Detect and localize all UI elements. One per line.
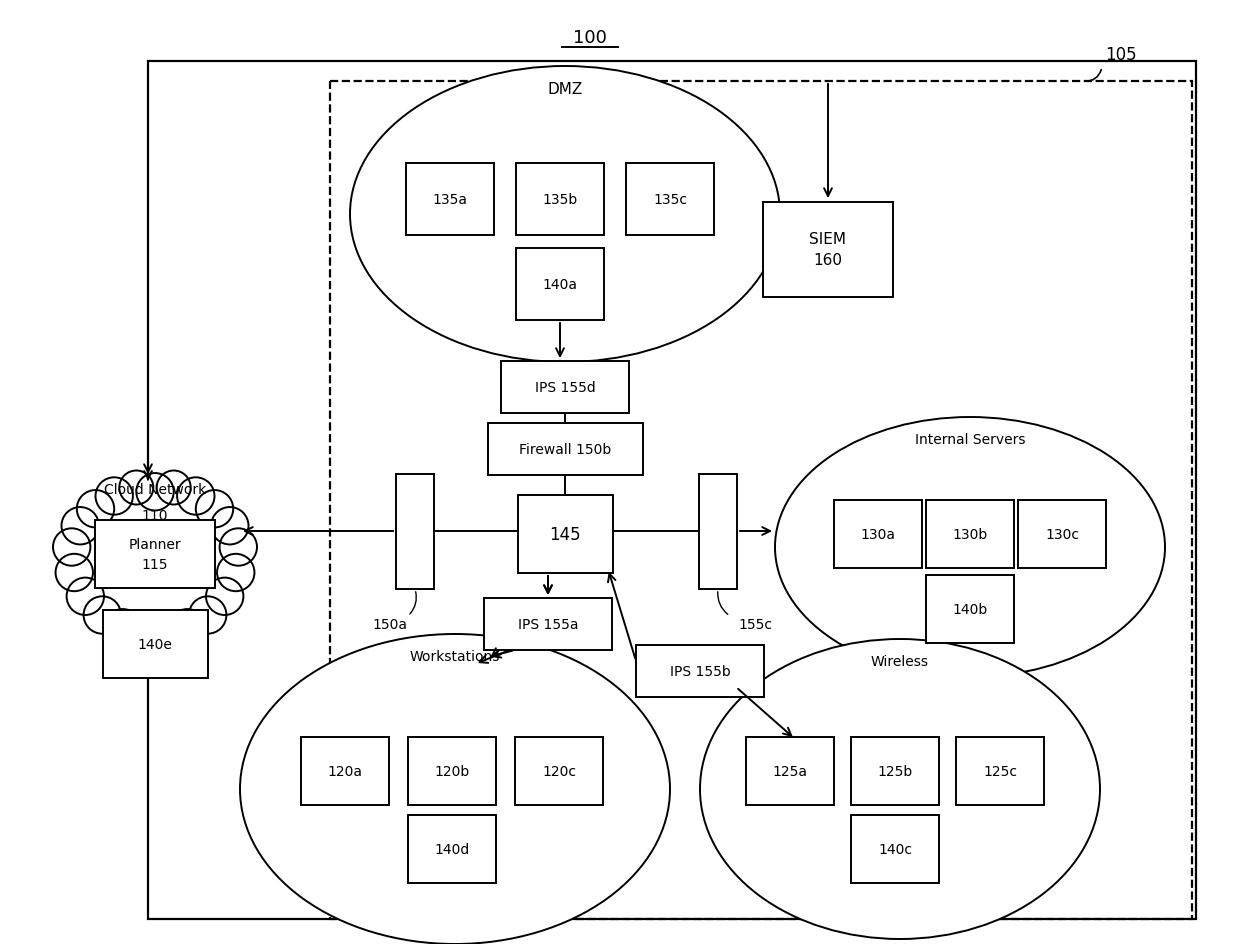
Text: 155c: 155c [738,617,773,632]
Text: Cloud Network: Cloud Network [104,482,206,497]
Bar [926,576,1014,643]
Bar [405,164,494,236]
Circle shape [156,471,191,505]
Circle shape [150,615,184,649]
Text: 140a: 140a [543,278,578,292]
Circle shape [211,508,248,545]
Text: Internal Servers: Internal Servers [915,432,1025,447]
Text: DMZ: DMZ [547,81,583,96]
Text: Workstations: Workstations [409,649,500,664]
Circle shape [219,529,257,566]
Text: 140b: 140b [952,602,987,616]
Text: 125c: 125c [983,765,1017,778]
Text: 135a: 135a [433,193,467,207]
Bar [636,646,764,698]
Circle shape [177,478,215,515]
Bar [484,598,613,650]
Bar [95,520,215,588]
Text: 110: 110 [141,509,169,522]
Text: 125b: 125b [878,765,913,778]
Text: 150a: 150a [372,617,408,632]
Circle shape [104,610,141,647]
Text: IPS 155d: IPS 155d [534,380,595,395]
Text: 130c: 130c [1045,528,1079,542]
Circle shape [188,597,227,634]
Bar [699,474,737,589]
Ellipse shape [701,639,1100,939]
Text: IPS 155b: IPS 155b [670,665,730,679]
Text: 130a: 130a [861,528,895,542]
Bar [926,500,1014,568]
Bar [835,500,923,568]
Ellipse shape [775,417,1166,677]
Circle shape [138,615,172,649]
Circle shape [77,491,114,528]
Bar [746,737,835,805]
Text: 140e: 140e [138,637,172,651]
Bar [408,815,496,883]
Text: 145: 145 [549,526,580,544]
Bar [301,737,389,805]
Bar [330,82,1192,919]
Bar [763,202,893,297]
Bar [501,362,629,413]
Circle shape [83,597,122,634]
Circle shape [126,615,160,649]
Text: 120c: 120c [542,765,577,778]
Ellipse shape [350,67,780,362]
Ellipse shape [241,634,670,944]
Bar [103,611,207,679]
Ellipse shape [66,483,244,645]
Bar [516,248,604,321]
Bar [1018,500,1106,568]
Bar [408,737,496,805]
Text: Wireless: Wireless [870,654,929,668]
Text: 140c: 140c [878,842,911,856]
Circle shape [62,508,99,545]
Circle shape [95,478,133,515]
Text: 120b: 120b [434,765,470,778]
Circle shape [206,578,243,615]
Text: IPS 155a: IPS 155a [518,617,578,632]
Bar [487,424,642,476]
Bar [516,164,604,236]
Bar [148,62,1197,919]
Text: SIEM
160: SIEM 160 [810,232,847,268]
Text: Planner
115: Planner 115 [129,538,181,571]
Circle shape [196,491,233,528]
Bar [396,474,434,589]
Text: 130b: 130b [952,528,987,542]
Text: Firewall 150b: Firewall 150b [518,443,611,457]
Circle shape [119,471,154,505]
Bar [851,737,939,805]
Circle shape [169,610,206,647]
Bar [517,496,613,573]
Text: 120a: 120a [327,765,362,778]
Text: 140d: 140d [434,842,470,856]
Text: 105: 105 [1105,46,1137,64]
Text: 135c: 135c [653,193,687,207]
Bar [515,737,603,805]
Text: 135b: 135b [542,193,578,207]
Circle shape [67,578,104,615]
Circle shape [136,474,174,511]
Circle shape [217,554,254,592]
Circle shape [56,554,93,592]
Text: 100: 100 [573,29,606,47]
Bar [626,164,714,236]
Text: 125a: 125a [773,765,807,778]
Bar [956,737,1044,805]
Bar [851,815,939,883]
Circle shape [53,529,91,566]
